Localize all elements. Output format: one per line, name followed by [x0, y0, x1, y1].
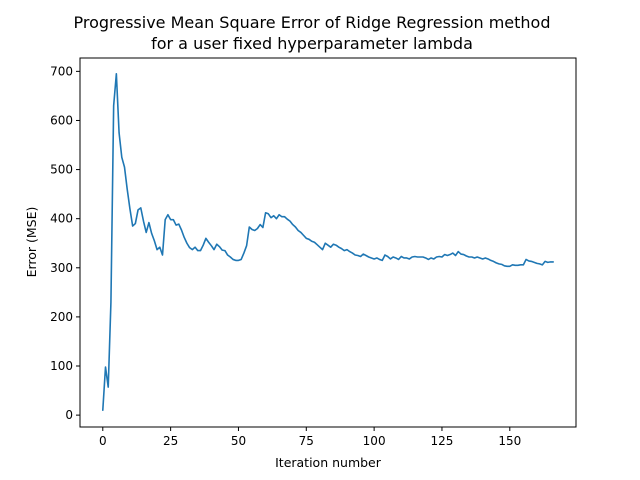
x-tick-label: 75	[299, 434, 314, 448]
x-tick-label: 25	[163, 434, 178, 448]
x-axis-label: Iteration number	[275, 455, 382, 470]
chart-title-line2: for a user fixed hyperparameter lambda	[151, 34, 473, 53]
y-axis-label: Error (MSE)	[24, 207, 39, 278]
plot-area: 0 100 200 300 400 500 600 700 0 25 50 75 100 125 150	[50, 57, 577, 448]
x-tick-label: 50	[231, 434, 246, 448]
y-tick-label: 500	[50, 163, 73, 177]
y-tick-label: 600	[50, 113, 73, 127]
chart-title-line1: Progressive Mean Square Error of Ridge R…	[73, 13, 550, 32]
x-tick-label: 0	[99, 434, 107, 448]
y-tick-label: 100	[50, 359, 73, 373]
y-tick-label: 200	[50, 310, 73, 324]
x-tick-label: 125	[431, 434, 454, 448]
y-tick-label: 300	[50, 261, 73, 275]
y-tick-label: 0	[65, 408, 73, 422]
x-tick-label: 100	[363, 434, 386, 448]
x-tick-label: 150	[498, 434, 521, 448]
series-layer	[101, 73, 555, 412]
x-axis: 0 25 50 75 100 125 150	[99, 427, 521, 448]
y-tick-label: 400	[50, 212, 73, 226]
series-line	[101, 73, 555, 412]
y-axis: 0 100 200 300 400 500 600 700	[50, 64, 80, 422]
plot-frame	[79, 57, 577, 428]
y-tick-label: 700	[50, 64, 73, 78]
